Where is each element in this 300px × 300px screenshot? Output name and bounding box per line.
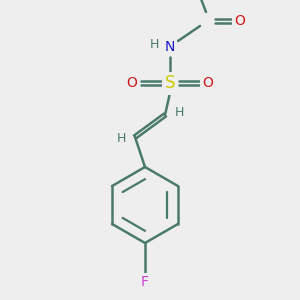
Text: O: O: [202, 76, 213, 90]
Text: N: N: [165, 40, 175, 54]
Text: O: O: [127, 76, 137, 90]
Text: F: F: [141, 275, 149, 289]
Text: S: S: [165, 74, 175, 92]
Text: H: H: [116, 133, 126, 146]
Text: H: H: [149, 38, 159, 50]
Text: H: H: [174, 106, 184, 119]
Text: O: O: [235, 14, 245, 28]
